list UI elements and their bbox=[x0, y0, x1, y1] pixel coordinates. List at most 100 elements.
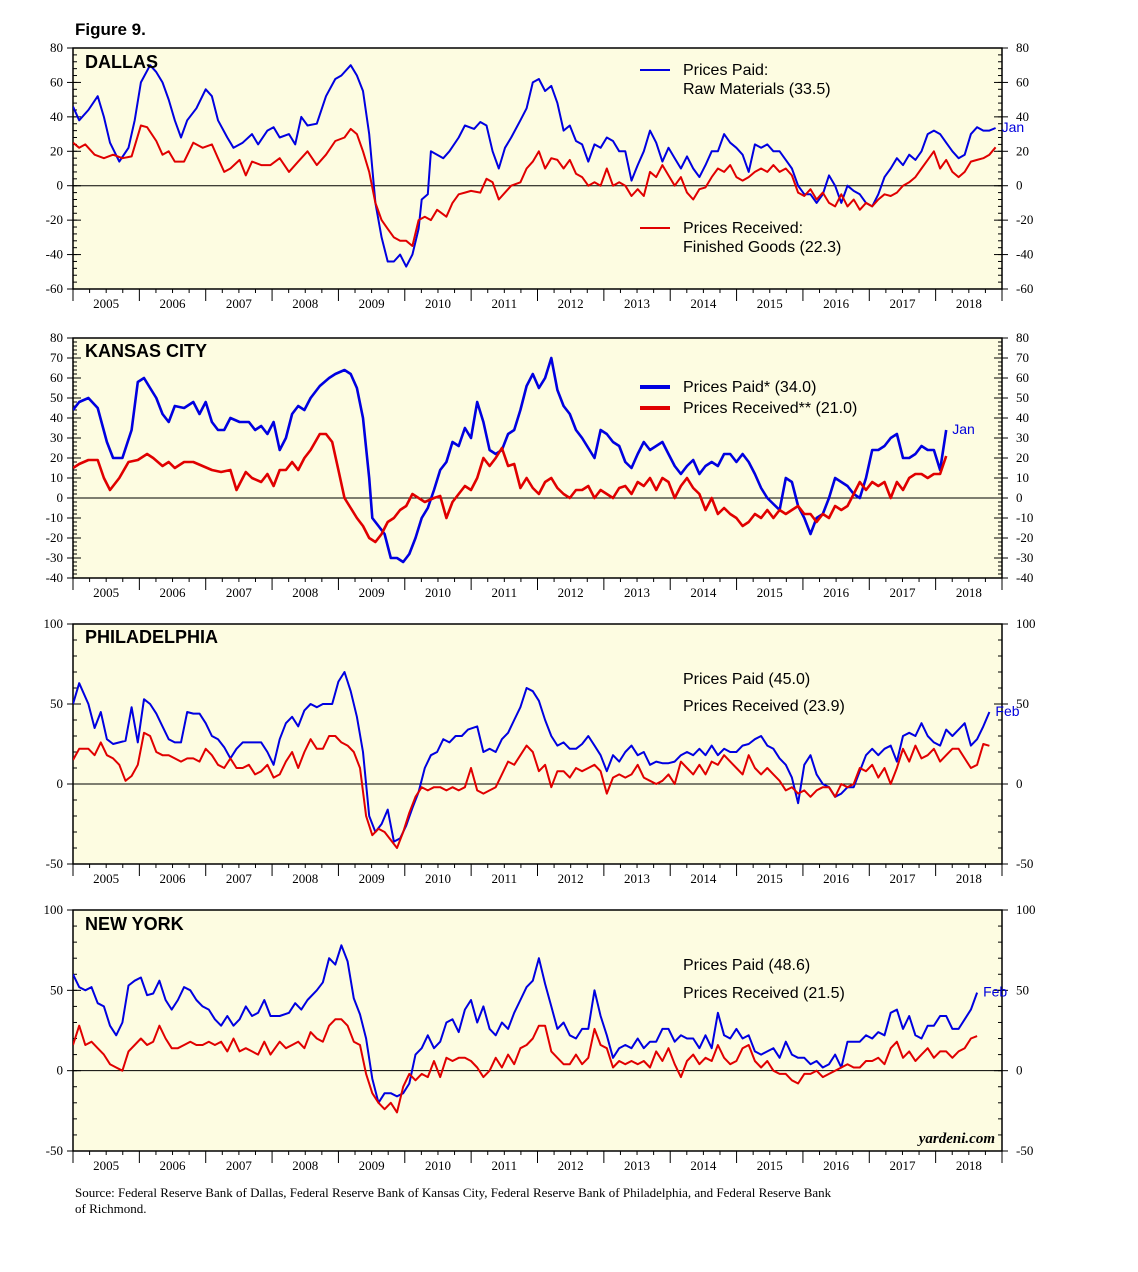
y-tick-label-left: -40 bbox=[46, 247, 63, 262]
prices-paid-line bbox=[73, 356, 948, 564]
y-tick-label-right: 50 bbox=[1016, 982, 1029, 997]
y-tick-label-right: 0 bbox=[1016, 490, 1023, 505]
x-tick-label: 2018 bbox=[956, 296, 982, 311]
y-tick-label-left: 50 bbox=[50, 696, 63, 711]
x-tick-label: 2017 bbox=[889, 1158, 916, 1173]
prices-paid-line bbox=[73, 671, 991, 843]
y-tick-label-left: 0 bbox=[57, 178, 64, 193]
x-tick-label: 2017 bbox=[889, 585, 916, 600]
legend-label-line2: Raw Materials (33.5) bbox=[683, 81, 831, 98]
y-tick-label-left: 50 bbox=[50, 982, 63, 997]
x-tick-label: 2011 bbox=[492, 585, 518, 600]
x-tick-label: 2009 bbox=[359, 296, 385, 311]
panel-title: NEW YORK bbox=[85, 914, 184, 934]
x-tick-label: 2014 bbox=[690, 1158, 717, 1173]
figure-title: Figure 9. bbox=[75, 20, 146, 39]
x-tick-label: 2013 bbox=[624, 1158, 650, 1173]
x-tick-label: 2012 bbox=[558, 585, 584, 600]
x-tick-label: 2016 bbox=[823, 871, 850, 886]
y-tick-label-right: -20 bbox=[1016, 530, 1033, 545]
legend-label: Prices Received** (21.0) bbox=[683, 400, 857, 417]
y-tick-label-right: 100 bbox=[1016, 616, 1036, 631]
y-tick-label-right: 80 bbox=[1016, 330, 1029, 345]
y-tick-label-right: 60 bbox=[1016, 370, 1029, 385]
prices-received-line bbox=[73, 432, 948, 544]
x-tick-label: 2006 bbox=[160, 296, 187, 311]
chart-panel-philadelphia: 100 100 50 50 0 0 -50 -50 2005 2006 2007 2008 2009 20… bbox=[44, 616, 1036, 886]
y-tick-label-right: 0 bbox=[1016, 1063, 1023, 1078]
y-tick-label-left: 60 bbox=[50, 74, 63, 89]
latest-month-label: Jan bbox=[1002, 119, 1025, 135]
y-tick-label-left: -60 bbox=[46, 281, 63, 296]
y-tick-label-left: 50 bbox=[50, 390, 63, 405]
x-tick-label: 2012 bbox=[558, 1158, 584, 1173]
x-tick-label: 2008 bbox=[292, 585, 318, 600]
y-tick-label-right: 20 bbox=[1016, 143, 1029, 158]
x-tick-label: 2010 bbox=[425, 296, 451, 311]
x-tick-label: 2005 bbox=[93, 1158, 119, 1173]
x-tick-label: 2014 bbox=[690, 296, 717, 311]
y-tick-label-right: 50 bbox=[1016, 696, 1029, 711]
x-tick-label: 2013 bbox=[624, 871, 650, 886]
prices-paid-line bbox=[73, 64, 996, 268]
x-tick-label: 2010 bbox=[425, 585, 451, 600]
y-tick-label-right: 20 bbox=[1016, 450, 1029, 465]
y-tick-label-right: -50 bbox=[1016, 1143, 1033, 1158]
x-tick-label: 2009 bbox=[359, 585, 385, 600]
x-tick-label: 2007 bbox=[226, 296, 253, 311]
y-tick-label-left: 100 bbox=[44, 616, 64, 631]
y-tick-label-right: 80 bbox=[1016, 40, 1029, 55]
x-tick-label: 2015 bbox=[757, 585, 783, 600]
y-tick-label-right: 0 bbox=[1016, 776, 1023, 791]
x-tick-label: 2017 bbox=[889, 296, 916, 311]
y-tick-label-left: -10 bbox=[46, 510, 63, 525]
x-tick-label: 2016 bbox=[823, 585, 850, 600]
x-tick-label: 2014 bbox=[690, 585, 717, 600]
chart-panel-new-york: 100 100 50 50 0 0 -50 -50 2005 2006 2007 2008 2009 20… bbox=[44, 902, 1036, 1173]
legend-label-line2: Finished Goods (22.3) bbox=[683, 239, 841, 256]
x-tick-label: 2006 bbox=[160, 585, 187, 600]
y-tick-label-left: 20 bbox=[50, 143, 63, 158]
x-tick-label: 2015 bbox=[757, 871, 783, 886]
y-tick-label-right: 50 bbox=[1016, 390, 1029, 405]
y-tick-label-left: 0 bbox=[57, 1063, 64, 1078]
y-tick-label-right: -40 bbox=[1016, 247, 1033, 262]
y-tick-label-left: -20 bbox=[46, 530, 63, 545]
y-tick-label-left: -50 bbox=[46, 1143, 63, 1158]
x-tick-label: 2017 bbox=[889, 871, 916, 886]
x-tick-label: 2011 bbox=[492, 1158, 518, 1173]
legend-label: Prices Received (23.9) bbox=[683, 698, 845, 715]
y-tick-label-right: 100 bbox=[1016, 902, 1036, 917]
panel-title: DALLAS bbox=[85, 52, 158, 72]
y-tick-label-right: -10 bbox=[1016, 510, 1033, 525]
y-tick-label-left: 40 bbox=[50, 410, 63, 425]
x-tick-label: 2013 bbox=[624, 585, 650, 600]
y-tick-label-right: -20 bbox=[1016, 212, 1033, 227]
x-tick-label: 2011 bbox=[492, 296, 518, 311]
y-tick-label-left: 70 bbox=[50, 350, 63, 365]
x-tick-label: 2016 bbox=[823, 1158, 850, 1173]
x-tick-label: 2007 bbox=[226, 871, 253, 886]
x-tick-label: 2009 bbox=[359, 1158, 385, 1173]
x-tick-label: 2007 bbox=[226, 585, 253, 600]
x-tick-label: 2011 bbox=[492, 871, 518, 886]
y-tick-label-right: -30 bbox=[1016, 550, 1033, 565]
latest-month-label: Feb bbox=[983, 984, 1007, 1000]
latest-month-label: Feb bbox=[995, 703, 1019, 719]
x-tick-label: 2015 bbox=[757, 296, 783, 311]
x-tick-label: 2008 bbox=[292, 1158, 318, 1173]
plot-area bbox=[72, 623, 1003, 865]
x-tick-label: 2006 bbox=[160, 871, 187, 886]
x-tick-label: 2014 bbox=[690, 871, 717, 886]
source-note-line1: Source: Federal Reserve Bank of Dallas, … bbox=[75, 1185, 832, 1200]
y-tick-label-right: -50 bbox=[1016, 856, 1033, 871]
x-tick-label: 2016 bbox=[823, 296, 850, 311]
plot-area bbox=[72, 337, 1003, 579]
y-tick-label-right: 40 bbox=[1016, 410, 1029, 425]
legend-label: Prices Paid* (34.0) bbox=[683, 379, 816, 396]
y-tick-label-left: -30 bbox=[46, 550, 63, 565]
prices-received-line bbox=[73, 124, 997, 247]
